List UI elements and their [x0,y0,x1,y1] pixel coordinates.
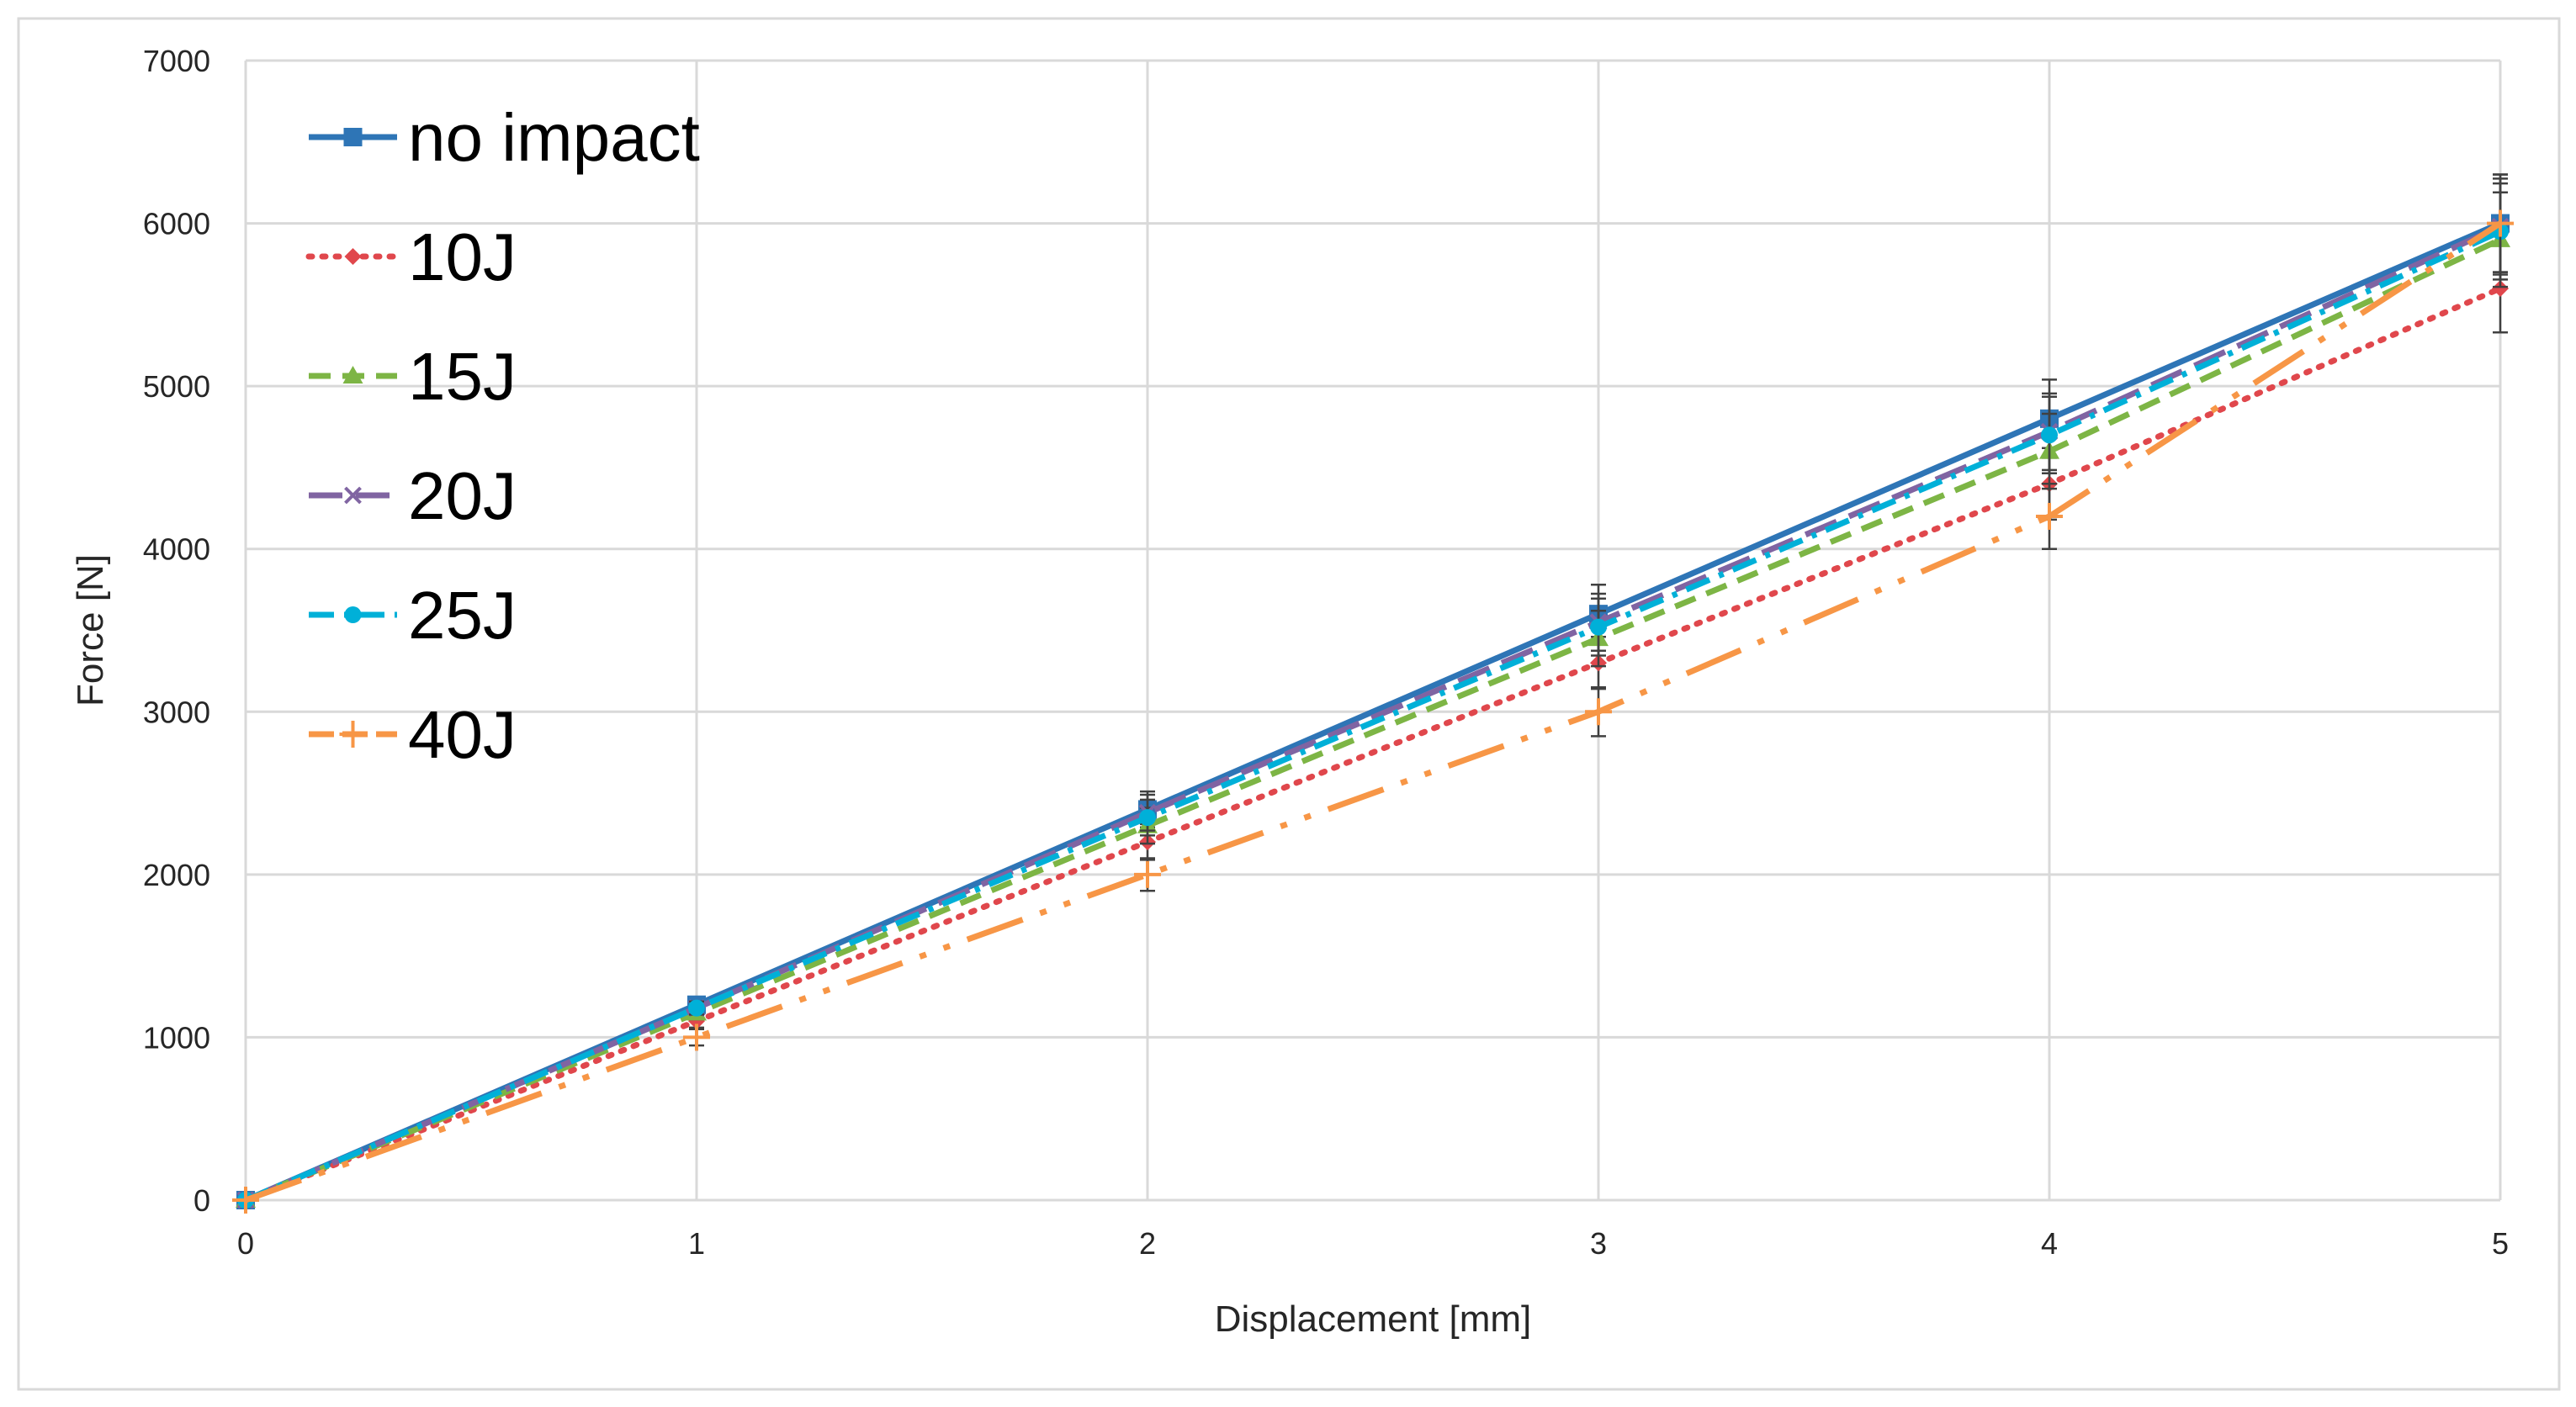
data-point [1139,809,1156,827]
legend-item: 15J [309,339,517,414]
legend-item: 10J [305,220,517,294]
legend-label: 40J [408,697,517,772]
y-tick-label: 3000 [143,695,210,729]
legend-marker [343,128,363,146]
data-point [2487,209,2514,237]
data-point [1590,618,1607,636]
series-line [244,229,2502,1203]
data-point [688,999,705,1017]
legend-item: 40J [309,697,517,772]
x-tick-label: 1 [688,1226,705,1261]
series-line [244,220,2502,1203]
data-point [1134,860,1161,888]
series-line [242,285,2504,1203]
legend-item: no impact [309,100,700,175]
legend-item: 25J [309,578,517,653]
legend-item: 20J [309,458,517,533]
series-line [244,236,2502,1203]
y-tick-label: 1000 [143,1020,210,1055]
data-point [683,1024,710,1051]
legend-label: no impact [408,100,700,175]
x-tick-label: 3 [1590,1226,1607,1261]
legend-marker [344,248,362,265]
x-axis-title: Displacement [mm] [1215,1299,1532,1340]
legend-marker [344,486,362,505]
y-tick-label: 6000 [143,207,210,241]
y-axis-title: Force [N] [70,554,111,706]
legend-marker [339,721,367,748]
x-tick-label: 5 [2492,1226,2509,1261]
legend-marker [342,366,363,383]
chart-area-border [17,17,2561,1391]
data-point [232,1187,259,1214]
data-series [232,173,2514,1214]
data-point [2036,503,2063,530]
x-tick-label: 4 [2041,1226,2058,1261]
y-tick-label: 5000 [143,369,210,404]
series-40j [232,173,2514,1214]
data-point [2041,426,2058,444]
data-point [2492,280,2509,297]
y-tick-label: 2000 [143,858,210,892]
legend-label: 25J [408,578,517,653]
legend: no impact 10J 15J 20J 25J 40J [305,100,700,772]
y-tick-label: 4000 [143,532,210,567]
x-tick-label: 0 [237,1226,254,1261]
legend-label: 10J [408,220,517,294]
data-point [1585,698,1612,726]
axes: 0 1 2 3 4 5 0 1000 2000 3000 4000 5000 6000 7000 [143,44,2509,1261]
x-tick-label: 2 [1139,1226,1156,1261]
legend-marker [344,606,362,623]
legend-label: 20J [408,458,517,533]
y-tick-label: 7000 [143,44,210,78]
y-tick-label: 0 [193,1183,210,1218]
legend-label: 15J [408,339,517,414]
